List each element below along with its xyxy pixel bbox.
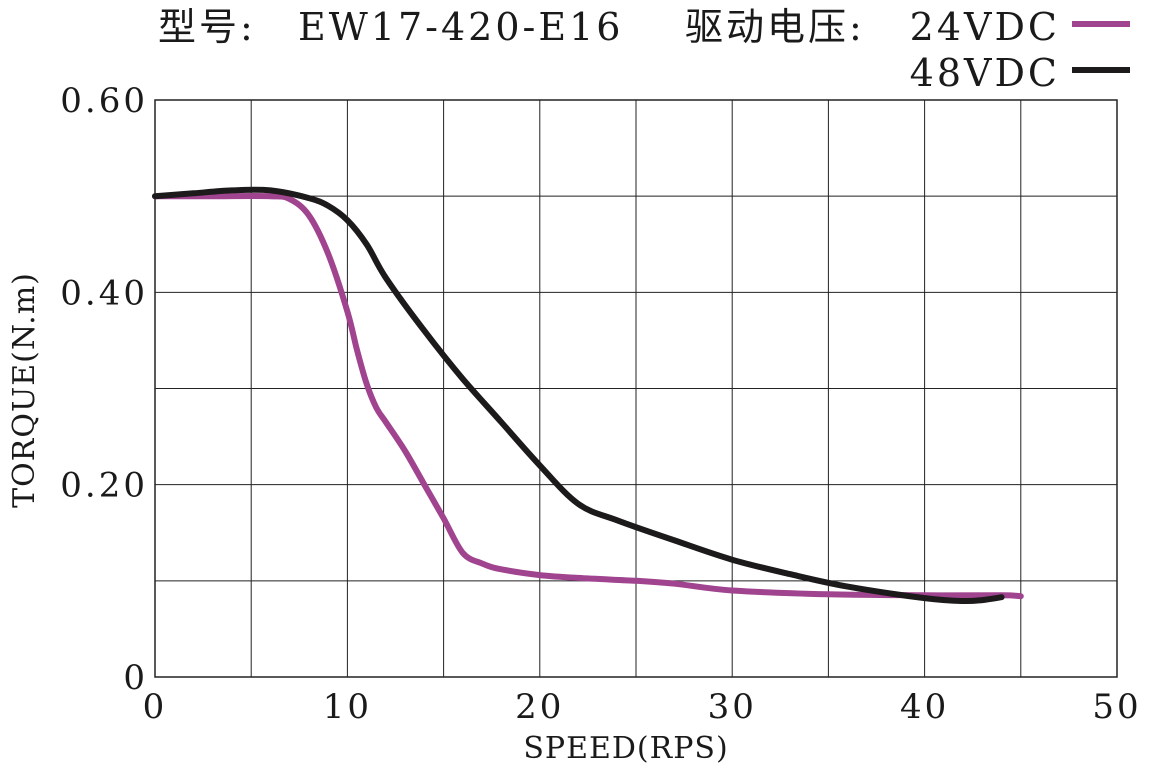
x-tick-label: 50 — [1092, 687, 1141, 727]
title-model: EW17-420-E16 — [298, 5, 623, 49]
y-axis-label: TORQUE(N.m) — [7, 272, 42, 508]
legend-label-48vdc: 48VDC — [910, 51, 1060, 95]
y-axis-ticks: 0 0.20 0.40 0.60 — [60, 81, 148, 698]
chart-grid — [155, 100, 1117, 677]
x-axis-label: SPEED(RPS) — [523, 731, 728, 766]
title-model-label: 型号: — [158, 5, 256, 49]
title-voltage-label: 驱动电压: — [685, 5, 865, 49]
y-tick-label: 0.20 — [60, 466, 148, 506]
chart-series — [152, 186, 1024, 605]
y-tick-label: 0.60 — [60, 81, 148, 121]
x-tick-label: 20 — [515, 687, 564, 727]
series-line-24vdc — [152, 192, 1024, 600]
series-line-48vdc — [152, 186, 1005, 605]
plot-frame — [154, 99, 1118, 678]
x-tick-label: 0 — [143, 687, 168, 727]
chart-title: 型号: EW17-420-E16 驱动电压: — [158, 5, 865, 49]
y-tick-label: 0 — [123, 658, 148, 698]
x-tick-label: 40 — [900, 687, 949, 727]
x-axis-ticks: 0 10 20 30 40 50 — [143, 687, 1141, 727]
legend-label-24vdc: 24VDC — [910, 5, 1060, 49]
x-tick-label: 30 — [708, 687, 757, 727]
x-tick-label: 10 — [323, 687, 372, 727]
y-tick-label: 0.40 — [60, 273, 148, 313]
